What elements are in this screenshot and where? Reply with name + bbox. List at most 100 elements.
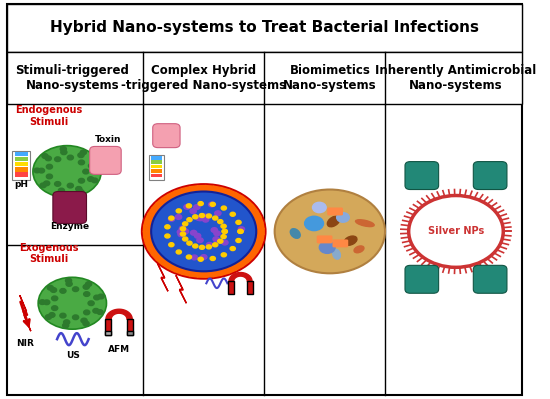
- Circle shape: [274, 190, 385, 273]
- Circle shape: [79, 178, 85, 183]
- Circle shape: [180, 227, 185, 231]
- FancyBboxPatch shape: [15, 162, 28, 166]
- Text: Exogenous
Stimuli: Exogenous Stimuli: [19, 243, 79, 264]
- Polygon shape: [197, 186, 206, 194]
- Circle shape: [93, 308, 99, 313]
- Polygon shape: [143, 225, 154, 231]
- FancyBboxPatch shape: [15, 157, 28, 161]
- Polygon shape: [222, 188, 229, 196]
- Polygon shape: [144, 237, 155, 244]
- Circle shape: [61, 150, 67, 154]
- Text: Inherently Antimicrobial
Nano-systems: Inherently Antimicrobial Nano-systems: [375, 64, 537, 92]
- Circle shape: [197, 238, 203, 243]
- Text: NIR: NIR: [16, 339, 34, 348]
- Circle shape: [206, 214, 212, 218]
- Circle shape: [78, 190, 84, 194]
- Circle shape: [198, 201, 204, 205]
- Circle shape: [195, 233, 201, 238]
- Polygon shape: [254, 228, 264, 235]
- Polygon shape: [143, 231, 154, 238]
- Circle shape: [210, 257, 216, 261]
- Circle shape: [83, 284, 89, 289]
- Circle shape: [92, 178, 98, 183]
- Circle shape: [81, 318, 87, 323]
- Circle shape: [73, 287, 79, 292]
- Circle shape: [46, 164, 52, 169]
- Circle shape: [40, 183, 46, 188]
- Circle shape: [42, 154, 48, 158]
- Polygon shape: [162, 194, 172, 202]
- Circle shape: [151, 192, 256, 271]
- Polygon shape: [243, 201, 254, 208]
- Text: Stimuli-triggered
Nano-systems: Stimuli-triggered Nano-systems: [15, 64, 129, 92]
- FancyBboxPatch shape: [90, 146, 121, 174]
- FancyBboxPatch shape: [151, 165, 162, 168]
- Circle shape: [165, 225, 170, 229]
- Circle shape: [202, 217, 209, 222]
- FancyBboxPatch shape: [15, 172, 28, 177]
- Polygon shape: [156, 257, 167, 265]
- Polygon shape: [162, 261, 172, 269]
- Circle shape: [221, 235, 226, 239]
- Polygon shape: [148, 208, 159, 214]
- Polygon shape: [152, 253, 163, 260]
- Circle shape: [67, 155, 73, 160]
- Circle shape: [221, 206, 227, 210]
- Circle shape: [186, 255, 191, 259]
- FancyBboxPatch shape: [153, 124, 180, 148]
- Polygon shape: [246, 205, 258, 212]
- Circle shape: [39, 300, 45, 304]
- Circle shape: [79, 160, 85, 165]
- Ellipse shape: [355, 220, 374, 227]
- Circle shape: [206, 245, 212, 249]
- FancyBboxPatch shape: [15, 167, 28, 172]
- FancyBboxPatch shape: [15, 152, 28, 156]
- Polygon shape: [253, 234, 264, 241]
- FancyBboxPatch shape: [228, 281, 234, 294]
- Circle shape: [169, 216, 174, 220]
- Circle shape: [57, 192, 63, 196]
- Text: Silver NPs: Silver NPs: [428, 226, 484, 237]
- Circle shape: [84, 310, 90, 315]
- Circle shape: [305, 216, 323, 231]
- FancyBboxPatch shape: [474, 162, 507, 190]
- Polygon shape: [152, 203, 163, 210]
- Circle shape: [238, 227, 245, 231]
- Polygon shape: [253, 222, 264, 229]
- FancyBboxPatch shape: [148, 155, 164, 180]
- Circle shape: [192, 244, 198, 248]
- Circle shape: [47, 285, 53, 290]
- Circle shape: [80, 150, 86, 155]
- Circle shape: [43, 181, 50, 186]
- Circle shape: [196, 215, 202, 220]
- Circle shape: [230, 247, 235, 251]
- Circle shape: [97, 310, 103, 314]
- Polygon shape: [157, 263, 168, 291]
- Circle shape: [84, 292, 90, 296]
- Polygon shape: [174, 266, 183, 274]
- Circle shape: [192, 215, 198, 219]
- Polygon shape: [148, 249, 159, 255]
- Circle shape: [187, 218, 192, 222]
- FancyBboxPatch shape: [53, 192, 86, 223]
- Text: AFM: AFM: [108, 345, 130, 354]
- Circle shape: [39, 168, 45, 173]
- Circle shape: [34, 168, 40, 173]
- Polygon shape: [228, 190, 236, 198]
- Polygon shape: [144, 219, 155, 225]
- Circle shape: [46, 174, 52, 179]
- Polygon shape: [206, 186, 214, 194]
- Circle shape: [49, 313, 55, 317]
- Circle shape: [52, 296, 58, 301]
- Circle shape: [213, 216, 218, 220]
- Polygon shape: [252, 241, 263, 247]
- FancyBboxPatch shape: [7, 52, 521, 104]
- Circle shape: [86, 282, 92, 286]
- FancyBboxPatch shape: [7, 4, 521, 52]
- Circle shape: [190, 230, 197, 235]
- FancyBboxPatch shape: [106, 319, 111, 335]
- Polygon shape: [168, 263, 177, 272]
- Text: Endogenous
Stimuli: Endogenous Stimuli: [15, 105, 82, 126]
- Polygon shape: [250, 246, 261, 252]
- FancyBboxPatch shape: [405, 162, 439, 190]
